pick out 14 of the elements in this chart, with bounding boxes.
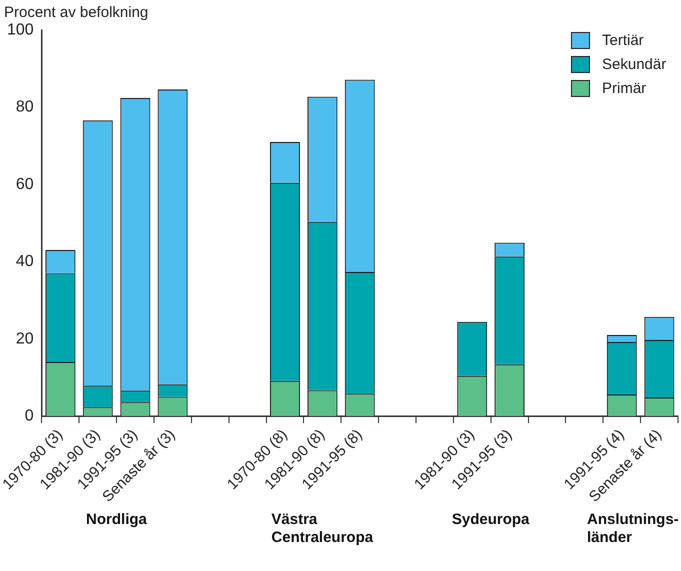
legend-label: Primär [602, 80, 646, 97]
text: Nordliga [86, 511, 147, 530]
legend-label: Sekundär [602, 56, 666, 73]
y-tick-label: 80 [16, 98, 34, 116]
text: Sydeuropa [452, 511, 530, 530]
y-tick-label: 40 [16, 253, 34, 270]
text: Västra Centraleuropa [271, 511, 374, 548]
y-tick-label: 60 [16, 176, 34, 193]
y-axis-title: Procent av befolkning [4, 4, 148, 21]
legend-label: Tertiär [602, 32, 644, 49]
y-tick-label: 100 [6, 21, 34, 38]
y-tick-label: 20 [16, 330, 34, 348]
text: Anslutnings- länder [587, 511, 679, 548]
y-tick-label: 0 [24, 407, 34, 424]
